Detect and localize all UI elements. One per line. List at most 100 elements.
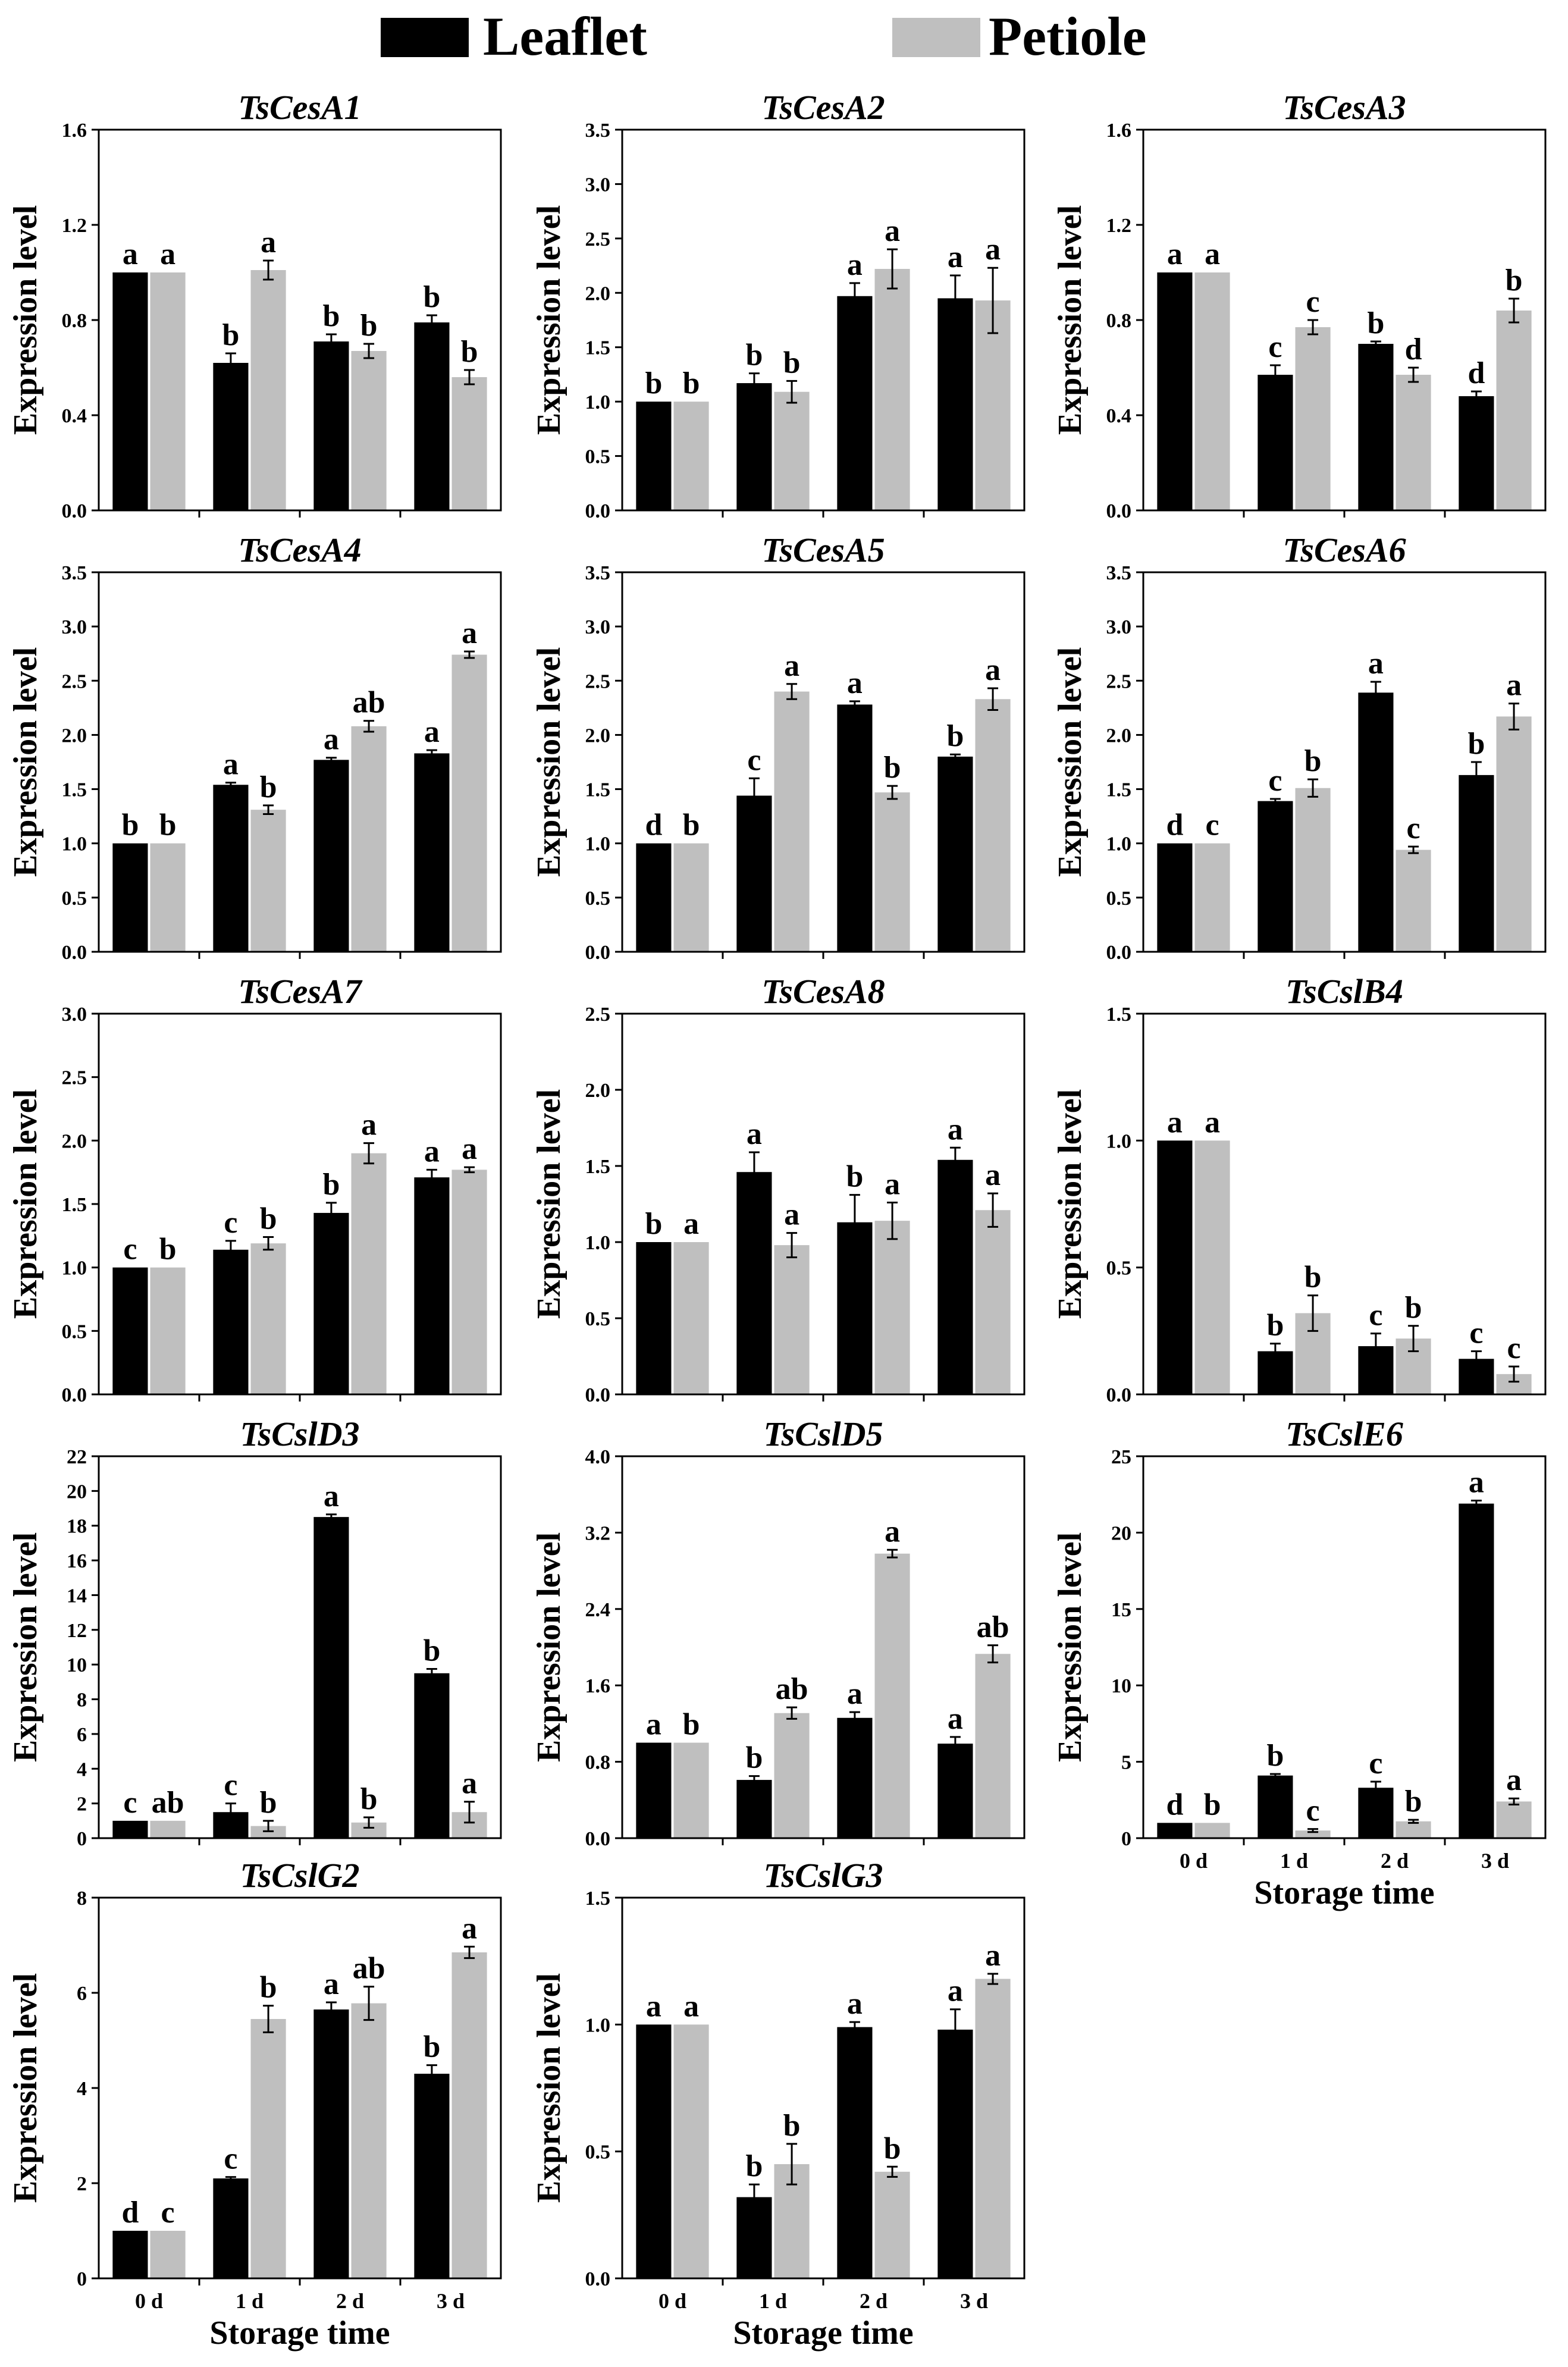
bar-leaflet [1257, 375, 1293, 510]
y-tick-label: 15 [1111, 1599, 1131, 1621]
significance-letter: b [1304, 744, 1322, 778]
significance-letter: b [322, 299, 340, 333]
y-tick-label: 4 [77, 1758, 87, 1780]
bar-leaflet [937, 1744, 973, 1838]
bar-petiole [1194, 272, 1230, 510]
bar-leaflet [213, 2178, 249, 2278]
y-tick-label: 1.5 [585, 779, 611, 801]
y-axis-label: Expression level [7, 647, 44, 877]
significance-letter: a [160, 237, 175, 271]
panel-title: TsCesA5 [761, 531, 885, 569]
plot-frame [1142, 1012, 1547, 1396]
significance-letter: b [260, 1786, 277, 1820]
significance-letter: a [985, 1939, 1001, 1973]
significance-letter: c [1369, 1747, 1382, 1780]
significance-letter: ab [353, 686, 385, 720]
bar-leaflet [837, 1717, 873, 1838]
y-tick-label: 22 [67, 1446, 87, 1468]
y-tick-label: 1.5 [1106, 1004, 1132, 1026]
y-tick-label: 1.5 [585, 1156, 611, 1178]
y-tick-label: 1.5 [62, 1194, 87, 1216]
bar-petiole [673, 1742, 709, 1838]
bar-leaflet [1358, 692, 1394, 952]
bar-leaflet [636, 402, 672, 510]
bar-petiole [1496, 311, 1532, 510]
bar-leaflet [736, 1780, 772, 1838]
y-tick-label: 1.6 [585, 1675, 611, 1697]
y-tick-label: 0.0 [585, 1384, 611, 1406]
panel-tscesa2: TsCesA2 Expression level 0.0 0.5 1.0 1.5 2.0 2.… [531, 88, 1026, 522]
significance-letter: b [360, 309, 378, 343]
significance-letter: b [322, 1168, 340, 1202]
bar-leaflet [313, 2009, 349, 2278]
significance-letter: a [462, 616, 477, 650]
significance-letter: a [885, 1515, 900, 1548]
y-axis-label: Expression level [1052, 1089, 1089, 1319]
y-tick-label: 20 [1111, 1522, 1131, 1544]
bar-leaflet [1459, 1503, 1494, 1838]
panel-title: TsCesA4 [238, 531, 361, 569]
y-tick-label: 1.0 [585, 391, 611, 413]
x-tick-label: 1 d [759, 2289, 787, 2313]
bar-petiole [774, 1245, 810, 1394]
significance-letter: a [462, 1767, 477, 1801]
bar-petiole [774, 1713, 810, 1838]
plot-frame [621, 571, 1026, 953]
bar-leaflet [414, 1177, 450, 1394]
significance-letter: d [1405, 333, 1422, 366]
significance-letter: a [1205, 1105, 1220, 1139]
significance-letter: b [645, 1207, 662, 1241]
bar-petiole [1295, 788, 1331, 952]
bar-leaflet [414, 1673, 450, 1838]
panel-tscesa4: TsCesA4 Expression level 0.0 0.5 1.0 1.5 2.0 2.… [7, 531, 502, 964]
bar-petiole [451, 1952, 487, 2278]
x-tick-label: 0 d [658, 2289, 686, 2313]
y-tick-label: 2.5 [62, 670, 87, 692]
plot-frame [621, 1896, 1026, 2280]
bar-petiole [351, 1153, 387, 1394]
panel-tscsld5: TsCslD5 Expression level 0.0 0.8 1.6 2.4 3.2 4.… [531, 1415, 1026, 1850]
significance-letter: b [745, 338, 763, 372]
significance-letter: b [1405, 1291, 1422, 1325]
y-tick-label: 0.4 [62, 405, 87, 427]
x-tick-label: 2 d [336, 2289, 364, 2313]
significance-letter: a [948, 1112, 963, 1146]
significance-letter: b [423, 280, 440, 314]
bar-petiole [774, 691, 810, 952]
significance-letter: c [224, 1206, 237, 1240]
bar-petiole [1295, 327, 1331, 510]
significance-letter: a [784, 649, 799, 683]
y-tick-label: 2.5 [1106, 670, 1132, 692]
y-tick-label: 2.5 [62, 1067, 87, 1089]
significance-letter: a [885, 214, 900, 248]
panel-title: TsCslE6 [1285, 1415, 1403, 1453]
y-tick-label: 1.0 [62, 1258, 87, 1280]
panel-title: TsCesA7 [238, 972, 362, 1011]
panel-tscesa8: TsCesA8 Expression level 0.0 0.5 1.0 1.5 2.0 2.… [531, 972, 1026, 1406]
significance-letter: a [948, 1974, 963, 2008]
significance-letter: b [745, 2149, 763, 2183]
bar-leaflet [1157, 272, 1193, 510]
bar-leaflet [1157, 843, 1193, 952]
significance-letter: a [462, 1911, 477, 1945]
significance-letter: d [1166, 1788, 1183, 1822]
significance-letter: a [885, 1167, 900, 1201]
y-tick-label: 0.0 [585, 2268, 611, 2290]
significance-letter: a [646, 1989, 661, 2023]
significance-letter: b [423, 1634, 440, 1667]
y-tick-label: 2.0 [62, 1130, 87, 1152]
bar-petiole [1194, 1823, 1230, 1838]
significance-letter: a [948, 240, 963, 274]
y-tick-label: 3.0 [585, 616, 611, 638]
y-tick-label: 2.0 [585, 1080, 611, 1102]
significance-letter: a [1368, 647, 1384, 681]
y-tick-label: 0 [77, 1828, 87, 1850]
plot-frame [1142, 128, 1547, 512]
bar-leaflet [636, 1742, 672, 1838]
y-tick-label: 0.0 [1106, 942, 1132, 964]
bar-leaflet [1157, 1140, 1193, 1394]
bar-petiole [975, 1979, 1011, 2278]
bar-leaflet [636, 1242, 672, 1394]
